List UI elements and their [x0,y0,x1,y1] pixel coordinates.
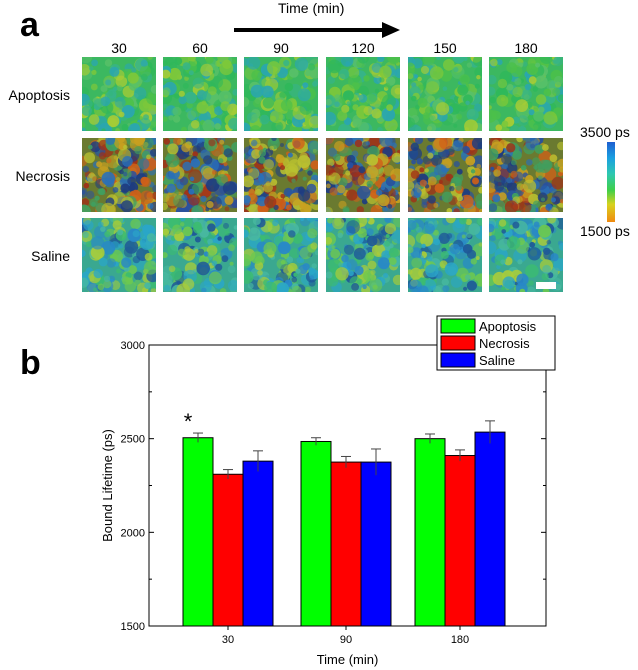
lifetime-image-tile [163,138,237,212]
column-label: 60 [192,40,208,56]
bar [242,460,274,627]
legend-label: Saline [479,353,515,368]
column-label: 90 [273,40,289,56]
bar [414,438,446,627]
panel-a-letter: a [20,6,39,44]
row-label: Necrosis [15,168,70,184]
panel-b-letter: b [20,344,41,382]
significance-asterisk: * [184,409,193,434]
bar [474,431,506,627]
bar [300,440,332,627]
legend-label: Necrosis [479,336,530,351]
lifetime-image-tile [163,57,237,131]
column-label: 180 [514,40,538,56]
bar [212,473,244,627]
lifetime-image-tile [82,218,156,292]
colorbar-min-label: 1500 ps [580,223,630,239]
lifetime-image-tile [244,218,318,292]
row-label: Saline [31,248,70,264]
x-tick-label: 180 [451,634,469,646]
legend-label: Apoptosis [479,319,537,334]
x-tick-label: 30 [222,634,234,646]
scale-bar [536,282,556,289]
legend-swatch [440,352,476,368]
time-axis-title: Time (min) [278,0,345,16]
column-label: 150 [433,40,457,56]
legend-swatch [440,318,476,334]
lifetime-image-tile [489,138,563,212]
y-tick-label: 3000 [121,340,145,352]
bar [360,461,392,627]
lifetime-image-tile [408,57,482,131]
colorbar-max-label: 3500 ps [580,124,630,140]
bar [330,461,362,627]
lifetime-image-tile [163,218,237,292]
lifetime-image-tile [244,57,318,131]
y-tick-label: 2000 [121,527,145,539]
bound-lifetime-bar-chart: 1500 2000 2500 3000 Bound Lifetime (ps) 30 90 1… [100,315,556,667]
lifetime-image-tile [326,138,400,212]
time-arrow [234,22,400,38]
lifetime-image-tile [82,57,156,131]
y-tick-label: 2500 [121,434,145,446]
column-label: 30 [111,40,127,56]
lifetime-image-tile [489,57,563,131]
row-label: Apoptosis [8,87,70,103]
y-tick-label: 1500 [121,621,145,633]
lifetime-image-tile [82,138,156,212]
lifetime-image-tile [326,218,400,292]
lifetime-colorbar [607,142,615,222]
lifetime-image-tile [244,138,318,212]
column-label: 120 [351,40,375,56]
lifetime-image-tile [489,218,563,292]
lifetime-image-tile [326,57,400,131]
x-axis-label: Time (min) [317,652,379,667]
legend-swatch [440,335,476,351]
x-tick-label: 90 [340,634,352,646]
lifetime-image-tile [408,218,482,292]
y-axis-label: Bound Lifetime (ps) [100,429,115,542]
bar [444,455,476,627]
bar [182,437,214,627]
lifetime-image-tile [408,138,482,212]
